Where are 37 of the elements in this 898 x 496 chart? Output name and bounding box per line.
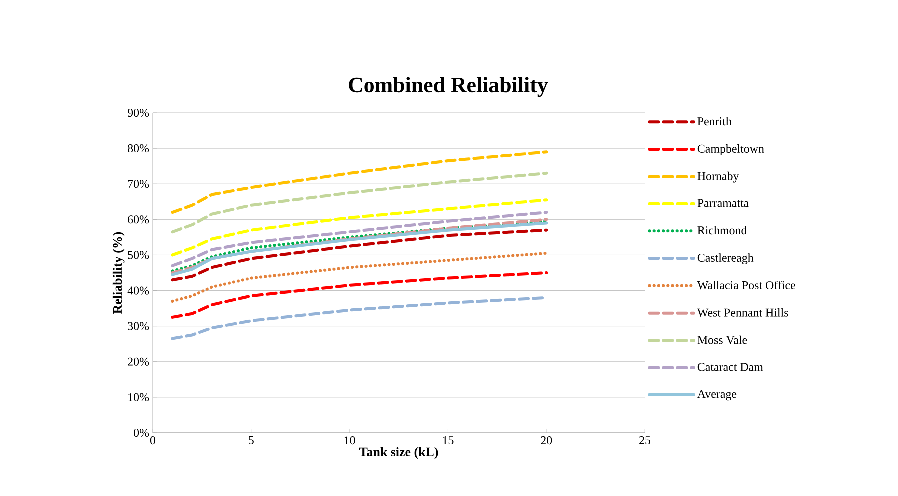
line-series: [171, 172, 548, 234]
chart-title: Combined Reliability: [349, 77, 548, 98]
line-series: [171, 271, 548, 319]
legend-label: Cataract Dam: [698, 363, 764, 372]
legend-label: Moss Vale: [698, 336, 748, 344]
y-tick-label: 90%: [128, 108, 150, 118]
x-tick-label: 15: [443, 436, 454, 445]
x-tick-label: 10: [344, 436, 356, 445]
line-series: [171, 198, 548, 257]
legend-label: Parramatta: [698, 199, 750, 208]
y-tick-label: 60%: [128, 216, 150, 224]
line-series: [171, 228, 548, 282]
y-tick-label: 0%: [134, 428, 150, 438]
y-tick-label: 50%: [128, 251, 150, 260]
legend-label: West Pennant Hills: [697, 308, 788, 317]
x-axis-title: Tank size (kL): [360, 447, 438, 460]
legend-label: Wallacia Post Office: [697, 280, 796, 290]
legend-label: Average: [698, 390, 737, 401]
legend-label: Campbeltown: [698, 144, 764, 156]
y-tick-label: 70%: [128, 180, 150, 188]
legend-label: Hornaby: [698, 172, 740, 183]
y-tick-label: 80%: [128, 144, 150, 153]
x-tick-label: 0: [150, 436, 156, 445]
x-tick-label: 5: [249, 436, 254, 444]
x-tick-label: 25: [640, 436, 651, 445]
y-tick-label: 10%: [128, 393, 150, 402]
y-tick-label: 20%: [128, 358, 150, 366]
y-tick-label: 40%: [128, 286, 150, 295]
legend-label: Penrith: [698, 117, 732, 126]
line-series: [171, 150, 548, 214]
x-tick-label: 20: [541, 436, 552, 445]
line-series: [171, 252, 548, 303]
legend-label: Castlereagh: [698, 254, 754, 264]
legend-label: Richmond: [698, 226, 748, 235]
y-tick-label: 30%: [128, 322, 150, 330]
line-series: [171, 211, 548, 268]
y-axis-title: Reliability (%): [112, 232, 125, 314]
